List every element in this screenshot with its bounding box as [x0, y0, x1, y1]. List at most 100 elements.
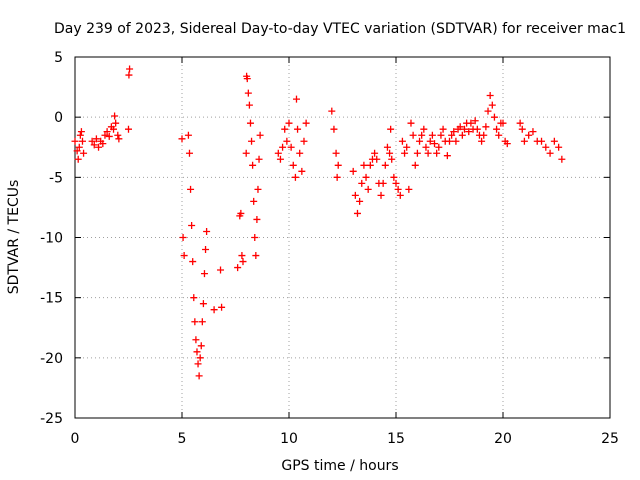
data-point [248, 137, 256, 145]
y-tick-label: -10 [40, 231, 63, 247]
data-point [188, 221, 196, 229]
data-point [184, 131, 192, 139]
data-point [203, 227, 211, 235]
data-point [467, 119, 475, 127]
data-point [78, 137, 86, 145]
data-point [238, 252, 246, 260]
data-point [71, 137, 79, 145]
x-tick-label: 25 [601, 431, 619, 447]
data-point [334, 161, 342, 169]
data-point [478, 137, 486, 145]
data-point [103, 128, 111, 136]
data-point [287, 143, 295, 151]
data-point [191, 318, 199, 326]
data-point [493, 125, 501, 133]
y-tick-label: 5 [54, 50, 63, 66]
data-point [386, 149, 394, 157]
data-point [516, 119, 524, 127]
data-point [200, 270, 208, 278]
data-point [289, 161, 297, 169]
data-point [428, 131, 436, 139]
data-point [218, 303, 226, 311]
data-point [394, 185, 402, 193]
data-point [95, 143, 103, 151]
data-point [503, 140, 511, 148]
data-point [520, 137, 528, 145]
data-point [448, 131, 456, 139]
data-point [381, 161, 389, 169]
data-point [179, 234, 187, 241]
data-points [71, 65, 566, 380]
data-point [243, 75, 251, 83]
data-point [255, 155, 263, 163]
data-point [411, 161, 419, 169]
data-point [292, 95, 300, 103]
data-point [92, 135, 100, 143]
data-point [281, 125, 289, 133]
data-point [193, 348, 201, 356]
data-point [294, 125, 302, 133]
data-point [388, 155, 396, 163]
y-tick-label: -25 [40, 411, 63, 427]
data-point [88, 137, 96, 145]
data-point [302, 119, 310, 127]
data-point [403, 143, 411, 151]
data-point [75, 143, 83, 151]
data-point [279, 143, 287, 151]
data-point [424, 149, 432, 157]
y-axis-label: SDTVAR / TECUs [6, 180, 22, 295]
data-point [538, 137, 546, 145]
data-point [460, 125, 468, 133]
data-point [529, 128, 537, 136]
data-point [73, 147, 81, 155]
data-point [110, 125, 118, 133]
data-point [555, 143, 563, 151]
data-point [484, 107, 492, 115]
data-point [332, 149, 340, 157]
data-point [217, 266, 225, 274]
data-point [349, 167, 357, 175]
data-point [77, 128, 85, 136]
data-point [283, 137, 291, 145]
data-point [251, 234, 259, 241]
data-point [518, 125, 526, 133]
x-tick-label: 20 [494, 431, 512, 447]
data-point [291, 173, 299, 181]
data-point [488, 101, 496, 109]
data-point [392, 179, 400, 187]
data-point [416, 137, 424, 145]
data-point [443, 152, 451, 160]
data-point [111, 112, 119, 120]
data-point [356, 197, 364, 205]
data-point [239, 258, 247, 266]
data-point [333, 173, 341, 181]
data-point [456, 123, 464, 131]
data-point [465, 128, 473, 136]
data-point [125, 71, 133, 79]
data-point [242, 149, 250, 157]
data-point [433, 149, 441, 157]
data-point [550, 137, 558, 145]
x-tick-label: 10 [280, 431, 298, 447]
data-point [245, 101, 253, 109]
data-point [495, 131, 503, 139]
data-point [187, 185, 195, 193]
data-point [422, 143, 430, 151]
data-point [249, 161, 257, 169]
data-point [237, 209, 245, 217]
data-point [253, 215, 261, 223]
y-tick-label: 0 [54, 110, 63, 126]
y-tick-label: -5 [49, 170, 63, 186]
data-point [256, 131, 264, 139]
data-point [194, 360, 202, 368]
data-point [482, 123, 490, 131]
chart-title: Day 239 of 2023, Sidereal Day-to-day VTE… [54, 21, 626, 37]
data-point [390, 173, 398, 181]
data-point [437, 131, 445, 139]
data-point [195, 372, 203, 380]
data-point [351, 191, 359, 199]
data-point [431, 140, 439, 148]
data-point [558, 155, 566, 163]
y-tick-label: -20 [40, 351, 63, 367]
